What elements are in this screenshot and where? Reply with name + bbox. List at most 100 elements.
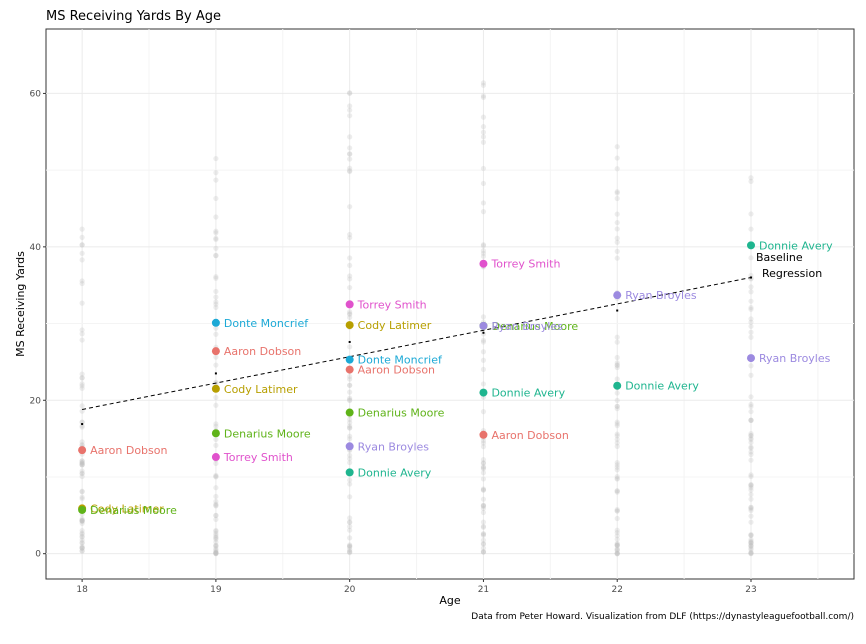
background-point [347, 535, 353, 541]
background-point [213, 230, 219, 236]
background-point [79, 473, 85, 480]
background-point [213, 502, 219, 508]
background-point [748, 401, 754, 408]
background-point [79, 494, 85, 500]
data-point [345, 300, 354, 309]
background-point [748, 435, 754, 441]
background-point [748, 289, 754, 295]
data-point [211, 347, 220, 356]
background-point [213, 498, 219, 505]
background-point [480, 331, 487, 337]
background-point [748, 550, 754, 556]
background-point [748, 323, 754, 329]
background-point [480, 80, 487, 86]
background-point [748, 536, 754, 543]
background-point [748, 540, 754, 546]
background-point [480, 134, 487, 140]
background-point [347, 425, 353, 431]
series-denarius-moore: Denarius Moore Denarius Moore Denarius Moo… [78, 320, 578, 517]
background-point [748, 432, 754, 439]
data-point [613, 291, 622, 300]
background-point [347, 314, 353, 321]
background-point [480, 209, 487, 215]
background-point [480, 381, 487, 387]
background-point [213, 402, 219, 408]
background-point [79, 517, 85, 524]
background-point [213, 421, 219, 427]
background-point [213, 535, 219, 541]
background-point [79, 242, 85, 248]
background-point [614, 397, 620, 404]
background-point [347, 452, 353, 458]
background-point [480, 487, 487, 493]
background-point [79, 278, 85, 284]
background-point [213, 472, 219, 479]
background-point [614, 144, 620, 150]
background-point [748, 505, 754, 511]
background-point [748, 451, 754, 458]
background-point [748, 504, 754, 510]
data-label: Ryan Broyles [625, 289, 697, 302]
background-point [614, 419, 620, 425]
background-point [347, 519, 353, 525]
data-point [78, 446, 87, 455]
background-point [748, 284, 754, 290]
x-tick-label: 18 [76, 585, 88, 595]
background-point [347, 165, 353, 171]
age-mean-marker [348, 340, 351, 343]
y-tick-label: 60 [30, 89, 42, 99]
background-point [614, 546, 620, 552]
background-point [213, 550, 219, 556]
data-label: Aaron Dobson [90, 444, 167, 457]
background-point [347, 231, 353, 238]
data-label: Donnie Avery [759, 239, 833, 252]
background-point [213, 550, 219, 556]
background-point [79, 459, 85, 466]
background-point [748, 496, 754, 502]
background-point [347, 235, 353, 241]
background-point [614, 529, 620, 536]
background-point [347, 145, 353, 151]
data-point [479, 259, 488, 268]
background-point [748, 540, 754, 546]
data-label: Torrey Smith [490, 258, 560, 271]
background-point [480, 486, 487, 492]
data-label: Denarius Moore [358, 407, 445, 420]
background-point [347, 255, 353, 261]
plot-panel: Aaron Dobson Aaron Dobson Aaron Dobson Aaro… [45, 28, 855, 580]
background-point [748, 549, 754, 555]
background-point [347, 382, 353, 389]
data-label: Ryan Broyles [491, 320, 563, 333]
background-point [748, 482, 754, 488]
y-tick-label: 20 [30, 396, 42, 406]
background-point [748, 394, 754, 400]
background-point [347, 90, 353, 96]
background-point [480, 200, 487, 206]
background-point [213, 460, 219, 467]
background-point [79, 385, 85, 391]
background-point [480, 250, 487, 256]
background-point [748, 433, 754, 439]
background-point [748, 272, 754, 279]
data-point [479, 388, 488, 397]
background-point [79, 488, 85, 494]
background-point [614, 362, 620, 368]
data-point [211, 318, 220, 327]
data-point [345, 365, 354, 374]
background-point [79, 419, 85, 425]
background-point [480, 460, 487, 466]
background-point [480, 476, 487, 482]
background-point [614, 550, 620, 556]
background-point [213, 550, 219, 557]
series-donte-moncrief: Donte Moncrief Donte Moncrief [211, 317, 443, 367]
background-point [614, 190, 620, 196]
background-point [213, 331, 219, 337]
background-point [79, 300, 85, 306]
background-point [748, 538, 754, 544]
background-point [480, 409, 487, 415]
background-point [614, 360, 620, 366]
background-point [614, 460, 620, 466]
background-point [748, 449, 754, 455]
player-series: Aaron Dobson Aaron Dobson Aaron Dobson Aaro… [78, 239, 833, 517]
background-point [614, 166, 620, 172]
